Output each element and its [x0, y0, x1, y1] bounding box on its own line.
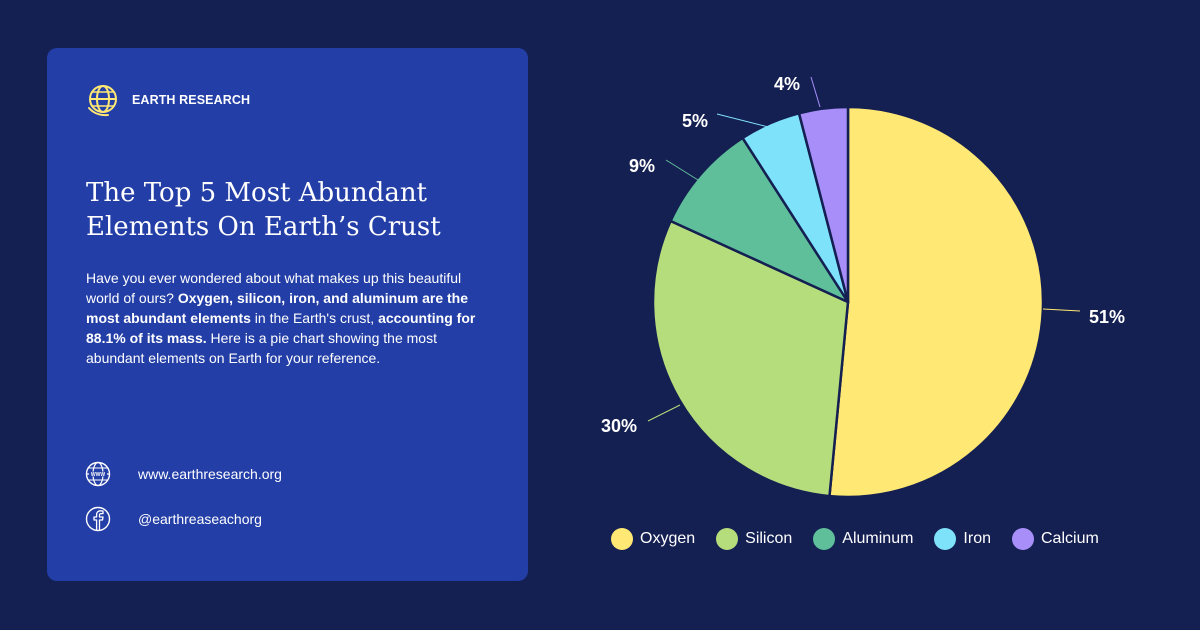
intro-paragraph: Have you ever wondered about what makes … — [86, 268, 496, 368]
page-title: The Top 5 Most Abundant Elements On Eart… — [86, 178, 441, 242]
pie-slice-silicon — [651, 219, 850, 498]
legend-item-silicon: Silicon — [716, 528, 792, 550]
pie-slice-oxygen — [828, 105, 1045, 499]
contact-social[interactable]: @earthreaseachorg — [85, 506, 262, 532]
intro-bold-1: Oxygen, silicon, iron, and aluminum are … — [86, 290, 468, 326]
legend-swatch — [813, 528, 836, 550]
legend-swatch — [611, 528, 633, 550]
leader-line-calcium — [810, 76, 821, 108]
www-globe-icon: WWW — [85, 461, 111, 487]
facebook-icon — [85, 506, 111, 532]
leader-line-aluminum — [665, 159, 699, 181]
legend-item-oxygen: Oxygen — [611, 528, 695, 550]
chart-legend: Oxygen Silicon Aluminum Iron Calcium — [611, 528, 1120, 550]
social-handle[interactable]: @earthreaseachorg — [138, 511, 262, 527]
data-label-aluminum: 9% — [629, 156, 655, 176]
legend-item-calcium: Calcium — [1012, 528, 1099, 550]
legend-swatch — [1012, 528, 1034, 550]
website-link[interactable]: www.earthresearch.org — [138, 466, 282, 482]
leader-line-silicon — [647, 404, 681, 422]
legend-label: Silicon — [745, 530, 793, 547]
legend-swatch — [934, 528, 957, 550]
legend-label: Aluminum — [842, 530, 914, 547]
data-label-calcium: 4% — [774, 74, 800, 94]
legend-label: Oxygen — [640, 530, 696, 547]
brand-name: EARTH RESEARCH — [132, 93, 251, 107]
intro-bold-2: accounting for 88.1% of its mass. — [86, 310, 476, 346]
data-label-silicon: 30% — [601, 416, 637, 436]
pie-slice-calcium — [797, 105, 850, 304]
legend-label: Iron — [963, 530, 991, 547]
intro-text-2: in the Earth's crust, — [250, 310, 379, 326]
globe-logo-icon — [86, 82, 122, 118]
pie-slice-aluminum — [669, 136, 850, 304]
leader-line-oxygen — [1042, 308, 1081, 312]
svg-text:WWW: WWW — [91, 472, 105, 478]
legend-item-aluminum: Aluminum — [813, 528, 913, 550]
intro-text-1: Have you ever wondered about what makes … — [86, 270, 462, 306]
legend-label: Calcium — [1041, 530, 1099, 547]
data-label-iron: 5% — [682, 111, 708, 131]
brand: EARTH RESEARCH — [86, 82, 250, 118]
data-label-oxygen: 51% — [1089, 307, 1125, 327]
legend-swatch — [716, 528, 739, 550]
pie-chart: 51% 30% 9% 5% 4% — [601, 74, 1125, 499]
leader-line-iron — [716, 113, 797, 135]
intro-text-3: Here is a pie chart showing the most abu… — [86, 330, 437, 366]
legend-item-iron: Iron — [934, 528, 991, 550]
contact-website[interactable]: WWW www.earthresearch.org — [85, 461, 282, 487]
info-card: EARTH RESEARCH The Top 5 Most Abundant E… — [47, 48, 528, 581]
